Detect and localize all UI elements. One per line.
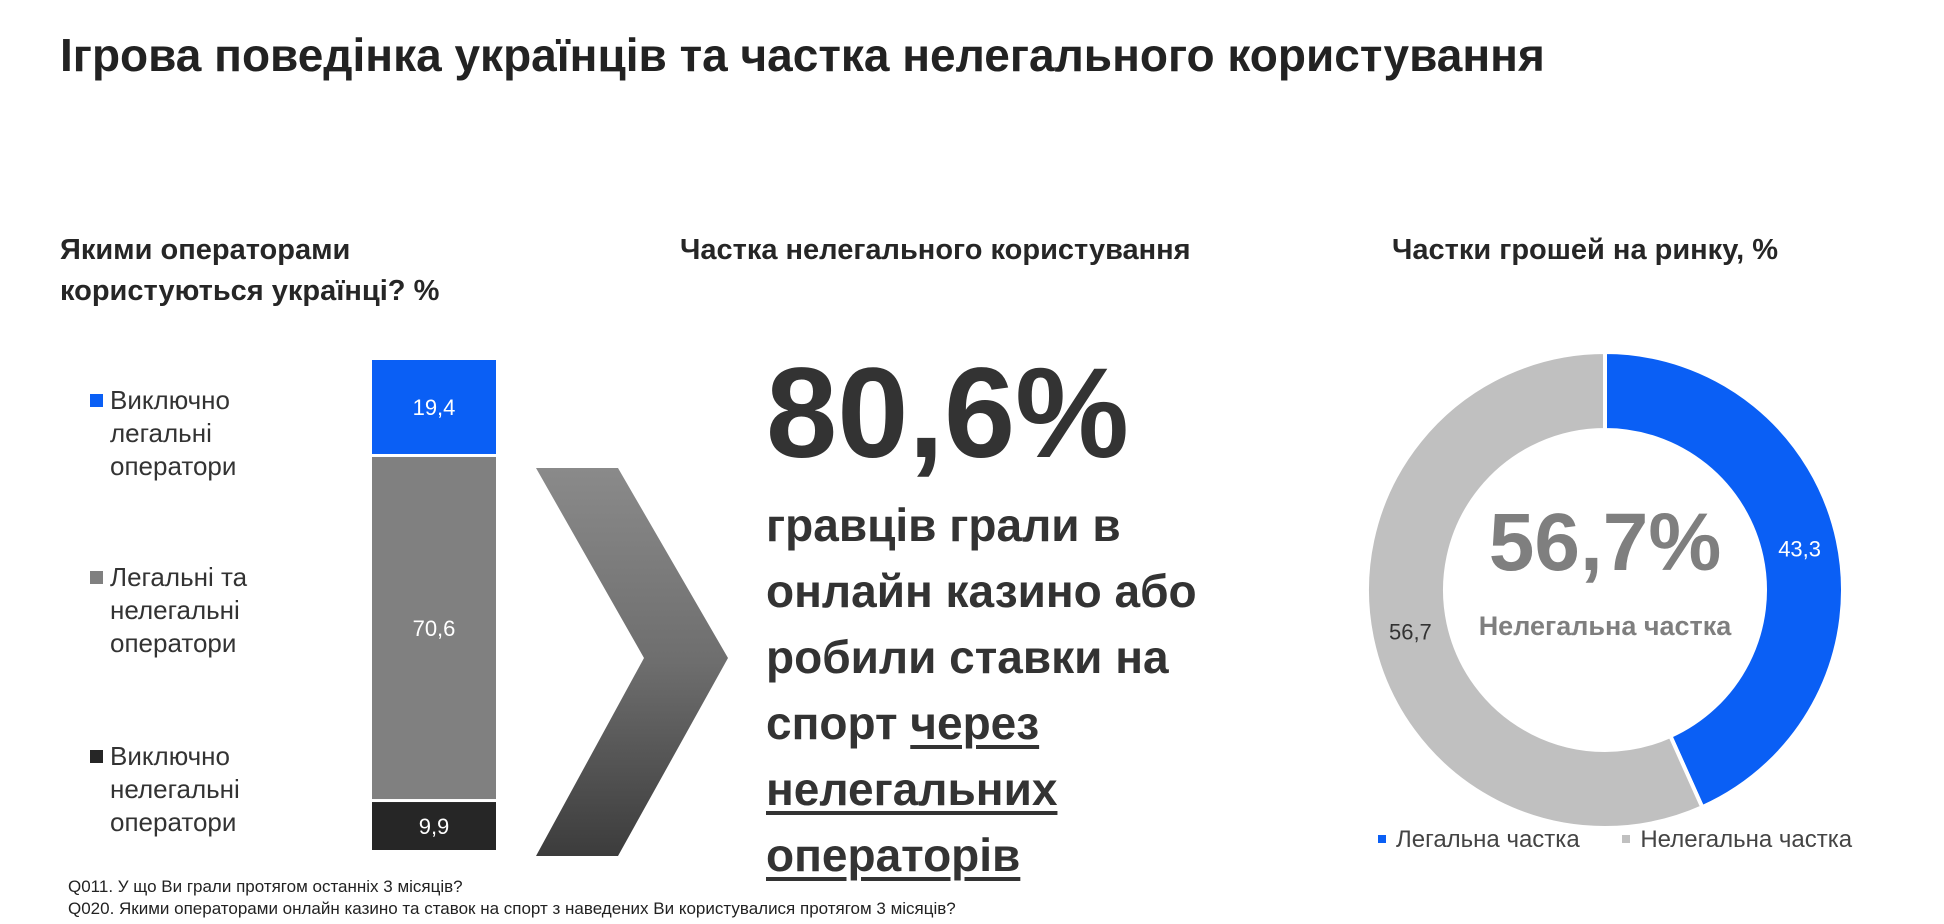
bar-segment-mixed: [372, 456, 496, 800]
legend-label-legal: Виключно легальні оператори: [110, 385, 237, 481]
donut-center-value: 56,7%: [1489, 497, 1722, 588]
stack-chart-title: Якими операторами користуються українці?…: [60, 234, 440, 307]
chevron-arrow-icon: [536, 468, 728, 856]
donut-center-label: Нелегальна частка: [1479, 611, 1733, 641]
bar-label-legal: 19,4: [413, 395, 456, 420]
legend-item-illegal: Виключно нелегальні оператори: [90, 740, 310, 839]
legend-swatch-legal: [90, 394, 103, 407]
donut-legend-item-illegal: Нелегальна частка: [1622, 826, 1852, 854]
donut-slice-label-legal: 43,3: [1778, 536, 1821, 561]
legend-swatch-illegal: [90, 750, 103, 763]
bar-label-mixed: 70,6: [413, 616, 456, 641]
donut-legend-swatch-legal: [1378, 834, 1386, 843]
legend-item-legal: Виключно легальні оператори: [90, 384, 310, 483]
legend-swatch-mixed: [90, 571, 103, 584]
legend-label-mixed: Легальні та нелегальні оператори: [110, 562, 248, 658]
legend-item-mixed: Легальні та нелегальні оператори: [90, 561, 310, 660]
highlight-value: 80,6%: [766, 342, 1129, 485]
donut-slice-illegal: [1365, 349, 1705, 830]
donut-slice-legal: [1603, 349, 1845, 810]
donut-legend: Легальна частка Нелегальна частка: [1378, 826, 1888, 854]
highlight-statement: гравців грали в онлайн казино або робили…: [766, 492, 1286, 888]
bar-segment-illegal: [372, 802, 496, 850]
bar-segment-legal: [372, 360, 496, 454]
highlight-title: Частка нелегального користування: [680, 234, 1191, 266]
highlight-text-underlined: через нелегальних операторів: [766, 697, 1058, 881]
stacked-bar-chart: 19,4 70,6 9,9: [372, 360, 496, 850]
donut-legend-swatch-illegal: [1622, 834, 1631, 843]
footnotes: Q011. У що Ви грали протягом останніх 3 …: [68, 876, 956, 920]
page-title: Ігрова поведінка українців та частка нел…: [60, 29, 1545, 81]
footnote-q020: Q020. Якими операторами онлайн казино та…: [68, 899, 956, 918]
donut-chart-title: Частки грошей на ринку, %: [1392, 234, 1779, 266]
donut-legend-label-legal: Легальна частка: [1396, 826, 1580, 853]
donut-legend-label-illegal: Нелегальна частка: [1640, 826, 1853, 853]
donut-legend-item-legal: Легальна частка: [1378, 826, 1580, 854]
donut-slice-label-illegal: 56,7: [1389, 620, 1432, 645]
footnote-q011: Q011. У що Ви грали протягом останніх 3 …: [68, 877, 463, 896]
donut-chart: 43,3 56,7 56,7% Нелегальна частка: [1365, 349, 1845, 830]
bar-label-illegal: 9,9: [419, 814, 450, 839]
highlight-text: гравців грали в онлайн казино або робили…: [766, 499, 1197, 749]
legend-label-illegal: Виключно нелегальні оператори: [110, 741, 240, 837]
